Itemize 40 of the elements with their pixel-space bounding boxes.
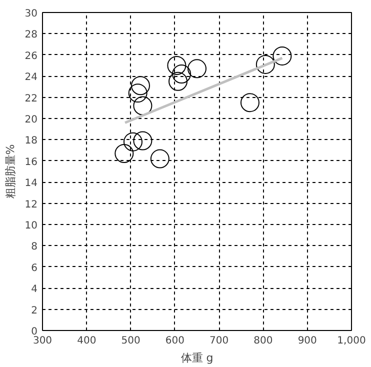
- y-tick-label: 28: [24, 30, 38, 41]
- y-tick-label: 26: [24, 50, 38, 62]
- point: [123, 132, 142, 152]
- y-tick-label: 20: [24, 114, 38, 126]
- y-tick-label: 22: [24, 93, 38, 104]
- y-tick-label: 14: [24, 178, 38, 190]
- y-tick-label: 10: [24, 220, 38, 232]
- y-tick-label: 4: [31, 284, 38, 296]
- y-axis-title: 粗脂肪量%: [4, 144, 17, 199]
- point: [168, 72, 188, 91]
- x-tick-label: 1,000: [337, 336, 366, 346]
- x-tick-label: 800: [254, 336, 273, 346]
- x-tick-label: 400: [77, 336, 96, 346]
- y-tick-label: 8: [31, 242, 38, 253]
- point: [240, 93, 260, 112]
- y-tick-label: 0: [31, 326, 38, 338]
- point: [150, 149, 170, 168]
- x-axis-title: 体重 g: [180, 352, 214, 364]
- point: [133, 96, 152, 116]
- y-tick-label: 2: [31, 305, 38, 316]
- point: [256, 54, 275, 74]
- y-tick-label: 24: [24, 72, 38, 84]
- x-tick-label: 600: [165, 336, 184, 346]
- x-tick-label: 700: [210, 336, 229, 346]
- point: [130, 76, 150, 96]
- x-tick-label: 300: [32, 336, 52, 346]
- point: [128, 84, 148, 103]
- point: [133, 131, 152, 150]
- y-tick-label: 18: [24, 136, 38, 147]
- point: [172, 64, 192, 84]
- y-tick-label: 30: [24, 8, 38, 20]
- y-tick-label: 12: [24, 199, 38, 210]
- point: [188, 59, 206, 78]
- point: [114, 144, 134, 163]
- point: [272, 46, 292, 66]
- point: [167, 56, 186, 75]
- y-tick-label: 16: [24, 156, 38, 168]
- x-tick-label: 500: [121, 336, 140, 346]
- x-tick-label: 900: [298, 336, 317, 346]
- y-tick-label: 6: [31, 262, 38, 274]
